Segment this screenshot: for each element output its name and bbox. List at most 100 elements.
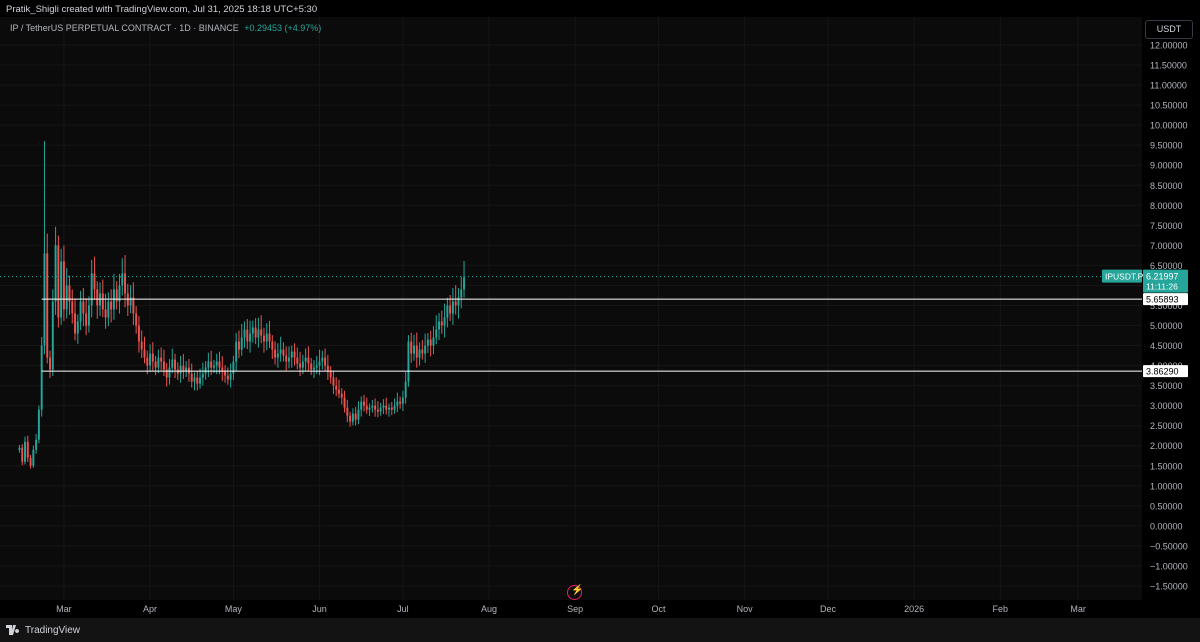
candle-body[interactable] [407, 341, 410, 382]
candle-body[interactable] [374, 405, 377, 410]
candle-body[interactable] [324, 357, 327, 366]
candle-body[interactable] [299, 363, 302, 368]
candle-body[interactable] [37, 409, 40, 440]
candle-body[interactable] [418, 349, 421, 358]
candle-body[interactable] [304, 357, 307, 362]
candle-body[interactable] [49, 357, 51, 370]
candle-body[interactable] [40, 345, 43, 410]
candle-body[interactable] [135, 313, 138, 326]
candle-body[interactable] [338, 389, 340, 394]
candle-body[interactable] [140, 341, 143, 350]
candle-body[interactable] [426, 339, 429, 346]
candlestick-chart[interactable]: 12.00000 11.50000 11.00000 10.50000 10.00000… [0, 0, 1200, 618]
candle-body[interactable] [390, 407, 393, 410]
candle-body[interactable] [357, 409, 360, 420]
candle-body[interactable] [282, 349, 285, 356]
candle-body[interactable] [185, 367, 188, 372]
candle-body[interactable] [346, 407, 349, 416]
chart-area[interactable] [0, 17, 1142, 600]
candle-body[interactable] [196, 377, 199, 384]
candle-body[interactable] [321, 357, 324, 362]
candle-body[interactable] [96, 289, 99, 306]
candle-body[interactable] [393, 405, 396, 410]
candle-body[interactable] [307, 357, 310, 364]
candle-body[interactable] [190, 373, 193, 382]
candle-body[interactable] [62, 261, 65, 310]
candle-body[interactable] [212, 365, 215, 368]
candle-body[interactable] [410, 341, 413, 354]
candle-body[interactable] [21, 447, 24, 462]
candle-body[interactable] [301, 361, 304, 368]
candle-body[interactable] [243, 329, 246, 338]
candle-body[interactable] [351, 413, 354, 422]
candle-body[interactable] [371, 405, 374, 408]
candle-body[interactable] [157, 357, 160, 368]
candle-body[interactable] [235, 341, 238, 362]
candle-body[interactable] [107, 301, 110, 318]
candle-body[interactable] [463, 277, 465, 290]
candle-body[interactable] [65, 285, 68, 310]
candle-body[interactable] [415, 345, 418, 358]
candle-body[interactable] [224, 371, 227, 376]
candle-body[interactable] [457, 297, 460, 306]
candle-body[interactable] [285, 355, 288, 362]
candle-body[interactable] [132, 297, 135, 314]
candle-body[interactable] [129, 297, 132, 306]
price-axis[interactable] [1142, 17, 1200, 600]
candle-body[interactable] [257, 329, 260, 338]
candle-body[interactable] [343, 397, 346, 408]
candle-body[interactable] [237, 341, 240, 350]
candle-body[interactable] [199, 377, 202, 384]
candle-body[interactable] [24, 441, 26, 462]
candle-body[interactable] [174, 359, 177, 370]
candle-body[interactable] [146, 357, 149, 366]
candle-body[interactable] [293, 351, 296, 358]
candle-body[interactable] [71, 301, 74, 314]
symbol-legend[interactable]: IP / TetherUS PERPETUAL CONTRACT · 1D · … [10, 23, 321, 33]
candle-body[interactable] [82, 301, 85, 314]
candle-body[interactable] [87, 305, 90, 326]
candle-body[interactable] [265, 333, 268, 342]
candle-body[interactable] [340, 393, 343, 398]
candle-body[interactable] [332, 377, 335, 386]
candle-body[interactable] [329, 371, 332, 378]
candle-body[interactable] [399, 401, 402, 404]
candle-body[interactable] [57, 245, 60, 318]
candle-body[interactable] [382, 405, 385, 408]
candle-body[interactable] [79, 301, 82, 322]
candle-body[interactable] [251, 327, 254, 334]
candle-body[interactable] [90, 273, 93, 306]
candle-body[interactable] [240, 337, 243, 350]
candle-body[interactable] [376, 409, 379, 412]
candle-body[interactable] [296, 357, 299, 364]
candle-body[interactable] [313, 367, 315, 370]
tradingview-brand[interactable]: TradingView [6, 625, 80, 636]
candle-body[interactable] [335, 385, 338, 390]
candle-body[interactable] [110, 301, 113, 310]
candle-body[interactable] [424, 345, 427, 354]
candle-body[interactable] [365, 405, 368, 410]
candle-body[interactable] [449, 305, 452, 314]
candle-body[interactable] [176, 369, 179, 374]
candle-body[interactable] [93, 273, 96, 290]
candle-body[interactable] [429, 339, 432, 346]
candle-body[interactable] [210, 361, 213, 368]
candle-body[interactable] [268, 333, 271, 342]
candle-body[interactable] [18, 447, 21, 451]
candle-body[interactable] [104, 309, 107, 318]
candle-body[interactable] [149, 353, 152, 366]
candle-body[interactable] [207, 361, 210, 368]
candle-body[interactable] [246, 329, 249, 342]
candle-body[interactable] [432, 337, 435, 346]
candle-body[interactable] [68, 285, 71, 302]
candle-body[interactable] [279, 349, 282, 354]
candle-body[interactable] [137, 325, 140, 342]
candle-body[interactable] [360, 401, 363, 410]
candle-body[interactable] [413, 345, 415, 354]
candle-body[interactable] [32, 449, 35, 466]
candle-body[interactable] [193, 377, 196, 382]
candle-body[interactable] [254, 327, 257, 338]
candle-body[interactable] [363, 401, 365, 406]
candle-body[interactable] [260, 329, 263, 336]
candle-body[interactable] [385, 405, 388, 410]
